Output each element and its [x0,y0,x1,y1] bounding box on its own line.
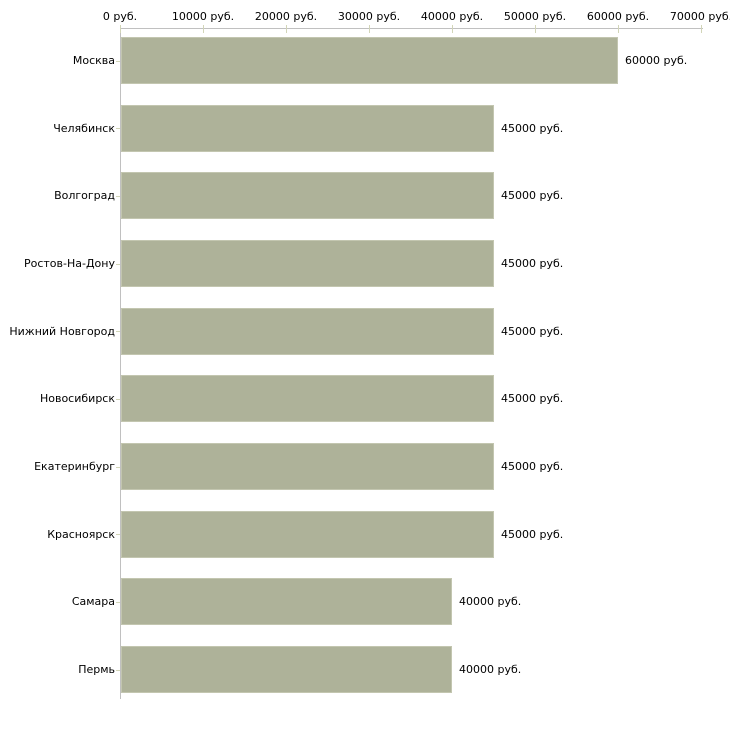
category-label: Самара [71,595,115,608]
bar-value-label: 45000 руб. [501,257,564,270]
category-label: Новосибирск [39,392,115,405]
bar [121,240,494,287]
bar [121,375,494,422]
y-axis-line [120,28,121,699]
bar-value-label: 45000 руб. [501,528,564,541]
bar [121,578,452,625]
category-label: Ростов-На-Дону [23,257,115,270]
category-tick-mark [116,534,120,535]
category-tick-mark [116,196,120,197]
category-tick-mark [116,331,120,332]
x-tick-label: 0 руб. [102,10,138,23]
x-tick-label: 60000 руб. [586,10,650,23]
x-tick-mark [452,25,453,33]
bar [121,105,494,152]
category-label: Екатеринбург [34,460,115,473]
x-tick-label: 50000 руб. [503,10,567,23]
category-tick-mark [116,128,120,129]
x-tick-label: 70000 руб. [669,10,730,23]
bar [121,308,494,355]
bar-value-label: 45000 руб. [501,122,564,135]
category-label: Нижний Новгород [9,325,115,338]
x-tick-label: 30000 руб. [337,10,401,23]
x-tick-mark [701,25,702,33]
category-label: Волгоград [54,189,115,202]
bar-value-label: 40000 руб. [459,663,522,676]
bar-value-label: 40000 руб. [459,595,522,608]
bar-value-label: 45000 руб. [501,392,564,405]
category-tick-mark [116,399,120,400]
category-tick-mark [116,670,120,671]
x-tick-mark [369,25,370,33]
category-tick-mark [116,61,120,62]
x-tick-mark [120,25,121,33]
category-tick-mark [116,467,120,468]
x-tick-mark [535,25,536,33]
bar-value-label: 60000 руб. [625,54,688,67]
category-tick-mark [116,264,120,265]
x-tick-mark [286,25,287,33]
x-tick-mark [203,25,204,33]
category-label: Пермь [78,663,115,676]
category-label: Красноярск [47,528,115,541]
bar-value-label: 45000 руб. [501,189,564,202]
bar [121,172,494,219]
bar [121,443,494,490]
bar [121,646,452,693]
category-tick-mark [116,602,120,603]
bar [121,511,494,558]
x-axis-line [120,28,703,29]
bar [121,37,618,84]
bar-value-label: 45000 руб. [501,325,564,338]
bar-value-label: 45000 руб. [501,460,564,473]
category-label: Москва [72,54,115,67]
x-tick-label: 20000 руб. [254,10,318,23]
category-label: Челябинск [53,122,115,135]
x-tick-label: 10000 руб. [171,10,235,23]
x-tick-label: 40000 руб. [420,10,484,23]
x-tick-mark [618,25,619,33]
